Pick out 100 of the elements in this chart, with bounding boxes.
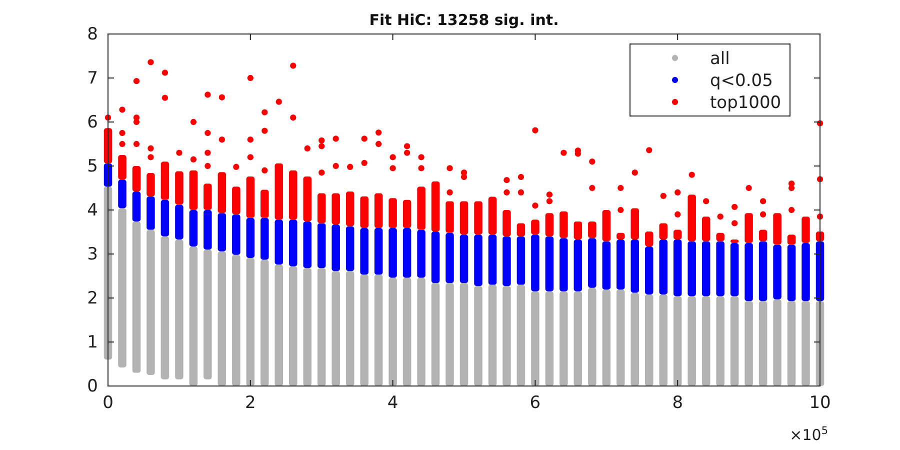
bar — [702, 296, 710, 386]
bar — [146, 230, 155, 375]
bar — [716, 296, 724, 386]
bar — [175, 204, 184, 240]
bar — [460, 201, 468, 235]
bar — [773, 213, 782, 245]
bar — [488, 284, 497, 386]
bar — [431, 283, 440, 386]
bar — [673, 230, 682, 240]
bar — [204, 250, 212, 380]
bar — [616, 232, 625, 240]
bar — [332, 224, 340, 272]
bar — [460, 234, 468, 284]
bar — [346, 226, 354, 272]
bar — [531, 234, 540, 292]
bar — [673, 239, 682, 296]
bar — [802, 243, 810, 302]
bar — [446, 232, 454, 284]
x-tick-label: 0 — [102, 393, 114, 414]
bar — [602, 210, 611, 242]
bar — [545, 236, 554, 292]
bar — [644, 232, 654, 247]
bar — [545, 213, 554, 236]
bar — [118, 180, 126, 208]
bar — [673, 296, 682, 386]
bar — [160, 162, 170, 200]
bar — [630, 208, 640, 240]
bar — [189, 170, 198, 210]
bar — [616, 239, 625, 290]
bar — [744, 301, 753, 386]
bar — [531, 220, 540, 235]
bar — [502, 210, 511, 236]
bar — [531, 291, 540, 386]
bar — [246, 218, 255, 258]
bar — [773, 299, 782, 386]
bar — [431, 181, 440, 232]
bar — [346, 271, 354, 386]
bar — [274, 264, 284, 386]
bar — [644, 246, 654, 294]
bar — [474, 234, 482, 286]
bar — [502, 286, 511, 386]
x-tick-label: 10 — [809, 393, 831, 414]
bar — [317, 223, 326, 268]
bar — [317, 268, 326, 386]
bar — [460, 283, 468, 386]
bar — [560, 211, 568, 238]
bar — [260, 218, 269, 260]
bar — [360, 196, 368, 228]
bar — [189, 210, 198, 247]
bar — [132, 166, 141, 192]
bar — [744, 213, 753, 243]
bar — [758, 301, 768, 386]
y-tick-label: 6 — [87, 112, 98, 132]
bar — [488, 196, 497, 235]
y-tick-label: 5 — [87, 156, 98, 176]
bar — [332, 271, 340, 386]
y-tick-label: 7 — [87, 68, 98, 88]
bar — [659, 223, 668, 240]
legend-label: all — [710, 49, 730, 69]
bar — [588, 221, 596, 238]
bar — [516, 236, 526, 285]
bar — [118, 208, 126, 368]
bar — [374, 193, 383, 228]
bar — [545, 291, 554, 386]
y-tick-label: 2 — [87, 288, 98, 308]
x-tick-label: 8 — [672, 393, 684, 414]
bar — [204, 210, 212, 250]
bar — [588, 238, 596, 288]
bar — [574, 221, 582, 240]
bar — [802, 301, 810, 386]
bar — [189, 246, 198, 386]
bar — [560, 238, 568, 292]
bar — [602, 241, 611, 290]
bar — [446, 283, 454, 386]
bar — [274, 163, 284, 220]
bar — [346, 192, 354, 226]
bar — [730, 296, 739, 386]
legend-label: top1000 — [710, 93, 782, 113]
bar — [787, 234, 796, 245]
bar — [417, 186, 426, 230]
bar — [474, 286, 482, 386]
legend-label: q<0.05 — [710, 71, 773, 91]
bar — [146, 173, 155, 196]
bar — [232, 254, 240, 386]
bar — [630, 239, 640, 293]
y-tick-label: 1 — [87, 332, 98, 352]
bar — [246, 258, 255, 386]
bar — [204, 184, 212, 210]
bar — [218, 213, 226, 252]
bar — [602, 290, 611, 386]
bar — [758, 241, 768, 302]
bar — [175, 239, 184, 380]
bar — [218, 172, 226, 214]
chart-title: Fit HiC: 13258 sig. int. — [369, 11, 559, 29]
bar — [132, 221, 141, 373]
bar — [402, 200, 412, 228]
x-tick-label: 4 — [387, 393, 398, 414]
bar — [288, 266, 298, 386]
bar — [175, 171, 184, 205]
bar — [288, 220, 298, 266]
